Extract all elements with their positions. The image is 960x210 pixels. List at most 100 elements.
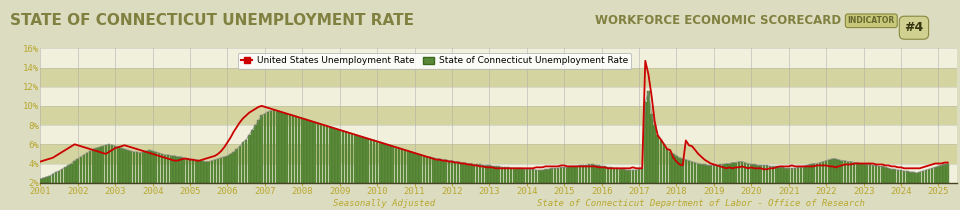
Bar [828, 160, 830, 183]
Bar [304, 119, 306, 183]
Bar [781, 167, 783, 183]
Bar [497, 166, 500, 183]
Bar [252, 130, 253, 183]
Bar [379, 142, 381, 183]
Bar [887, 168, 890, 183]
Bar [307, 120, 310, 183]
Bar [657, 135, 659, 183]
Bar [890, 169, 893, 183]
Bar [375, 141, 378, 183]
Bar [947, 164, 949, 183]
Text: State of Connecticut Department of Labor - Office of Research: State of Connecticut Department of Labor… [537, 199, 865, 208]
Bar [912, 172, 915, 183]
Bar [600, 166, 603, 183]
Bar [804, 166, 805, 183]
Text: #4: #4 [904, 21, 924, 34]
Bar [729, 164, 731, 183]
Text: WORKFORCE ECONOMIC SCORECARD: WORKFORCE ECONOMIC SCORECARD [595, 14, 841, 27]
Bar [744, 163, 746, 183]
Bar [622, 169, 625, 183]
Bar [654, 125, 656, 183]
Bar [279, 112, 281, 183]
Bar [152, 151, 154, 183]
Bar [52, 174, 54, 183]
Bar [120, 148, 123, 183]
Bar [123, 149, 126, 183]
Bar [894, 169, 896, 183]
Bar [862, 164, 865, 183]
Bar [679, 158, 681, 183]
Bar [535, 170, 538, 183]
Bar [915, 173, 918, 183]
Bar [70, 164, 73, 183]
Bar [500, 167, 503, 183]
Bar [40, 48, 957, 67]
Bar [594, 165, 597, 183]
Bar [560, 167, 563, 183]
Bar [566, 167, 568, 183]
Bar [40, 125, 957, 144]
Bar [909, 172, 912, 183]
Bar [260, 116, 263, 183]
Bar [438, 159, 441, 183]
Bar [819, 163, 821, 183]
Bar [155, 152, 157, 183]
Bar [794, 168, 796, 183]
Bar [40, 164, 957, 183]
Bar [463, 163, 466, 183]
Bar [40, 87, 957, 106]
Bar [332, 128, 335, 183]
Bar [220, 158, 223, 183]
Bar [922, 171, 924, 183]
Bar [55, 172, 58, 183]
Bar [522, 169, 525, 183]
Bar [852, 163, 855, 183]
Bar [413, 153, 416, 183]
Bar [232, 152, 235, 183]
Bar [89, 151, 91, 183]
Bar [58, 171, 60, 183]
Bar [432, 158, 435, 183]
Bar [815, 164, 818, 183]
Bar [207, 161, 210, 183]
Bar [164, 155, 166, 183]
Bar [320, 124, 323, 183]
Bar [310, 121, 313, 183]
Bar [519, 168, 522, 183]
Bar [734, 163, 737, 183]
Bar [612, 168, 615, 183]
Bar [145, 151, 148, 183]
Bar [40, 106, 957, 125]
Bar [687, 161, 690, 183]
Bar [513, 168, 516, 183]
Bar [348, 133, 350, 183]
Bar [114, 146, 116, 183]
Bar [800, 167, 803, 183]
Bar [712, 165, 715, 183]
Bar [422, 156, 425, 183]
Bar [900, 170, 902, 183]
Bar [223, 157, 226, 183]
Bar [83, 155, 85, 183]
Bar [856, 163, 858, 183]
Bar [525, 169, 528, 183]
Text: INDICATOR: INDICATOR [848, 16, 895, 25]
Bar [130, 151, 132, 183]
Bar [507, 167, 510, 183]
Bar [569, 166, 572, 183]
Bar [447, 161, 450, 183]
Bar [457, 161, 460, 183]
Bar [906, 171, 908, 183]
Bar [407, 151, 410, 183]
Bar [132, 152, 135, 183]
Bar [719, 164, 721, 183]
Bar [881, 166, 883, 183]
Bar [248, 135, 251, 183]
Bar [737, 161, 740, 183]
Bar [45, 177, 48, 183]
Bar [754, 164, 756, 183]
Bar [85, 153, 88, 183]
Bar [48, 176, 51, 183]
Bar [360, 137, 363, 183]
Bar [182, 158, 185, 183]
